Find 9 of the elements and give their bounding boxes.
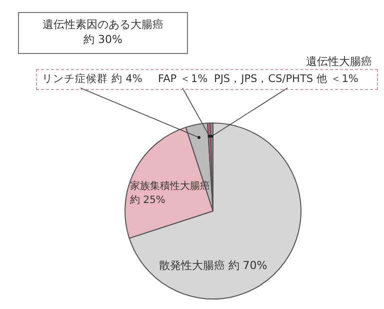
text: 遺伝性素因のある大腸癌: [42, 17, 164, 32]
slice-label: リンチ症候群 約 4%: [42, 72, 142, 85]
slice-label: 散発性大腸癌 約 70%: [158, 259, 268, 272]
slice-label: FAP ＜1%: [158, 73, 208, 85]
text: 約 30%: [82, 32, 124, 47]
pie-slice: [128, 122, 302, 300]
data-label: 約 25%: [130, 195, 166, 206]
slice-label: PJS，JPS，CS/PHTS 他 ＜1%: [214, 73, 358, 85]
text: 遺伝性大腸癌: [306, 54, 372, 69]
